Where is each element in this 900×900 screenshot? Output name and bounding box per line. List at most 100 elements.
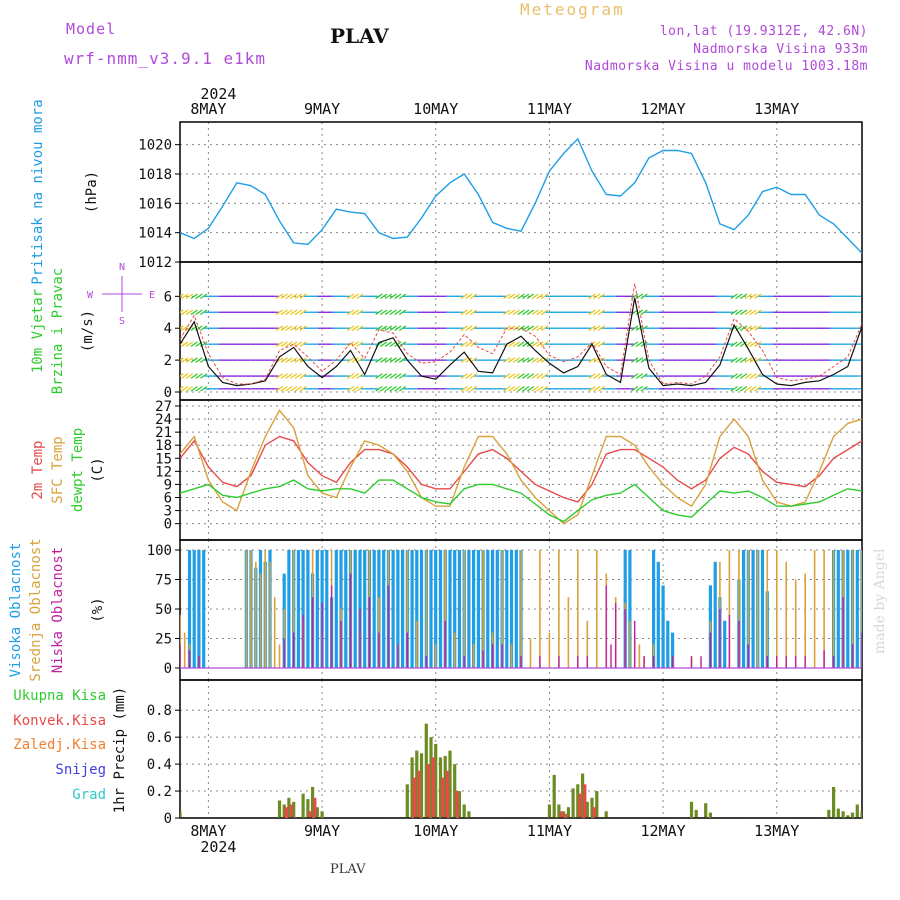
precip-bar bbox=[306, 799, 310, 818]
cloud-bar bbox=[245, 550, 248, 668]
cloud-bar bbox=[558, 550, 560, 668]
precip-bar bbox=[417, 770, 421, 818]
precip-bar bbox=[443, 756, 447, 818]
wind-barb bbox=[380, 309, 388, 316]
cloud-bar bbox=[416, 620, 418, 668]
wind-barb bbox=[181, 373, 189, 379]
precip-bar bbox=[429, 737, 433, 818]
wind-barb bbox=[526, 357, 535, 363]
wind-barb bbox=[512, 309, 520, 316]
wind-barb bbox=[394, 385, 402, 392]
wind-barb bbox=[541, 325, 549, 332]
wind-barb bbox=[351, 309, 359, 316]
precip-bar bbox=[694, 809, 698, 818]
wind-barb bbox=[185, 341, 194, 347]
wind-barb bbox=[640, 293, 648, 300]
wind-barb bbox=[526, 309, 535, 316]
cloud-bar bbox=[410, 550, 414, 668]
temp-title-2m: 2m Temp bbox=[30, 440, 46, 499]
wind-barb bbox=[185, 385, 194, 392]
wind-barb bbox=[522, 293, 530, 300]
x-tick-top-label: 10MAY bbox=[413, 100, 458, 118]
y-tick-label: 12 bbox=[155, 464, 172, 480]
cloud-bar bbox=[766, 656, 768, 668]
cloud-bar bbox=[387, 585, 390, 668]
y-tick-label: 21 bbox=[155, 425, 172, 441]
wind-barb bbox=[465, 309, 473, 316]
top-year-label: 2024 bbox=[200, 85, 236, 103]
cloud-bar bbox=[378, 632, 380, 668]
wind-barb bbox=[380, 293, 388, 300]
y-tick-label: 3 bbox=[164, 504, 172, 520]
cloud-bar bbox=[520, 656, 522, 668]
wind-barb bbox=[541, 309, 549, 316]
wind-barb bbox=[469, 341, 478, 347]
wind-barb bbox=[588, 293, 596, 300]
plot-area bbox=[180, 409, 862, 525]
cloud-bar bbox=[738, 550, 740, 668]
precip-bar bbox=[457, 791, 461, 818]
precip-bar bbox=[282, 804, 286, 818]
wind-barb bbox=[460, 357, 468, 363]
x-tick-top-label: 9MAY bbox=[304, 100, 340, 118]
wind-barb bbox=[744, 385, 752, 392]
cloud-bar bbox=[311, 597, 314, 668]
wind-barb bbox=[346, 341, 355, 347]
wind-barb bbox=[744, 309, 752, 316]
wind-barb bbox=[384, 373, 393, 379]
series-line-pritisak bbox=[180, 137, 862, 254]
wind-barb bbox=[181, 357, 189, 363]
wind-barb bbox=[744, 373, 752, 379]
cloud-bar bbox=[434, 644, 437, 668]
wind-barb bbox=[522, 309, 530, 316]
wind-barb bbox=[351, 293, 359, 300]
compass-e: E bbox=[149, 290, 155, 301]
pressure-unit: (hPa) bbox=[84, 171, 100, 213]
wind-barb bbox=[375, 357, 383, 363]
precip-bar bbox=[552, 774, 556, 818]
wind-barb bbox=[380, 357, 388, 363]
wind-barb bbox=[730, 385, 738, 392]
wind-barb bbox=[522, 373, 530, 379]
wind-barb bbox=[398, 293, 407, 300]
wind-barb bbox=[185, 357, 194, 363]
wind-barb bbox=[512, 293, 520, 300]
cloud-bar bbox=[652, 550, 656, 668]
wind-barb bbox=[503, 385, 511, 392]
wind-barb bbox=[503, 309, 511, 316]
wind-barb bbox=[195, 309, 203, 316]
wind-barb bbox=[375, 341, 383, 347]
wind-barb bbox=[640, 373, 648, 379]
wind-barb bbox=[299, 325, 307, 332]
wind-barb bbox=[280, 385, 288, 392]
wind-barb bbox=[294, 325, 303, 332]
cloud-bar bbox=[429, 550, 433, 668]
wind-barb bbox=[730, 309, 738, 316]
precip-legend-item: Konvek.Kisa bbox=[13, 713, 106, 729]
wind-barb bbox=[526, 341, 535, 347]
wind-barb bbox=[299, 373, 307, 379]
wind-barb bbox=[739, 341, 748, 347]
y-tick-label: 1012 bbox=[138, 255, 172, 271]
model-elevation-label: Nadmorska Visina u modelu 1003.18m bbox=[584, 59, 868, 74]
x-tick-top-label: 8MAY bbox=[190, 100, 226, 118]
cloud-bar bbox=[434, 550, 438, 668]
wind-barb bbox=[465, 373, 473, 379]
wind-barb bbox=[200, 309, 208, 316]
wind-barb bbox=[346, 385, 355, 392]
cloud-bar bbox=[293, 632, 295, 668]
cloud-bar bbox=[628, 550, 632, 668]
precip-bar bbox=[841, 811, 845, 818]
wind-speed-line bbox=[180, 297, 862, 387]
wind-barb bbox=[460, 341, 468, 347]
wind-barb bbox=[730, 373, 738, 379]
cloud-bar bbox=[391, 550, 395, 668]
precip-bar bbox=[855, 804, 859, 818]
precip-bar bbox=[315, 807, 319, 818]
wind-barb bbox=[749, 325, 757, 332]
wind-barb bbox=[640, 357, 648, 363]
cloud-bar bbox=[183, 632, 186, 668]
cloud-bar bbox=[491, 550, 495, 668]
wind-barb bbox=[389, 293, 397, 300]
y-tick-label: 50 bbox=[155, 602, 172, 618]
